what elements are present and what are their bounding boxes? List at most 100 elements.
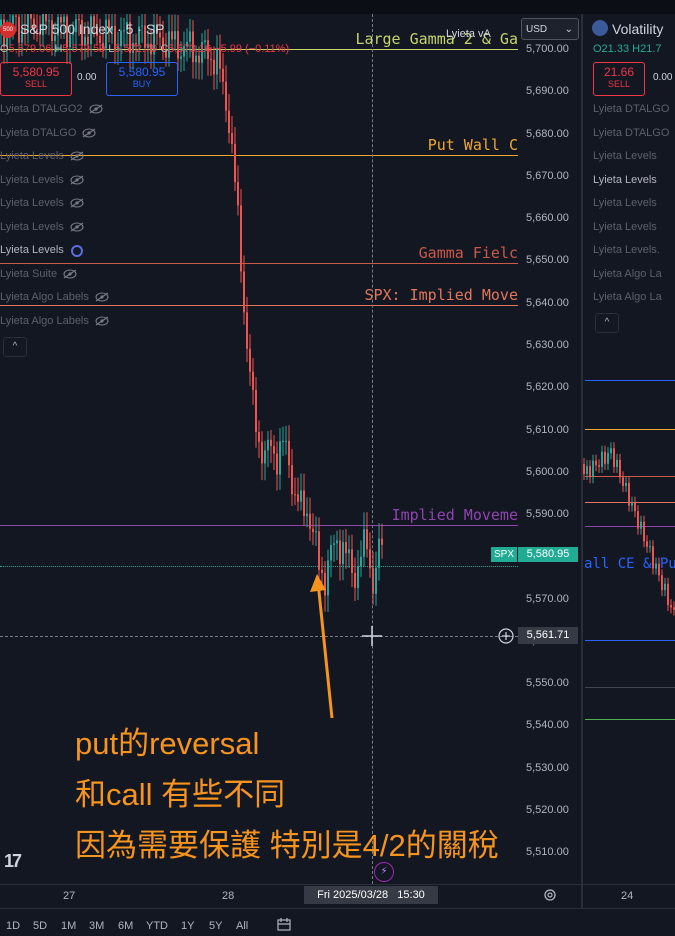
- vix-indicator-item[interactable]: Lyieta Levels: [593, 173, 657, 186]
- eye-off-icon[interactable]: [70, 198, 84, 208]
- buy-button[interactable]: 5,580.95 BUY: [106, 62, 178, 96]
- vix-chart-pane[interactable]: [583, 14, 675, 908]
- indicator-gear-icon[interactable]: [70, 245, 84, 258]
- vix-indicator-item[interactable]: Lyieta Levels: [593, 197, 657, 209]
- indicator-item[interactable]: Lyieta Algo Labels: [0, 291, 109, 303]
- candle-body: [156, 24, 158, 33]
- range-button-1m[interactable]: 1M: [61, 920, 77, 932]
- indicator-item[interactable]: Lyieta Suite: [0, 268, 77, 280]
- candle-body: [141, 25, 143, 27]
- range-button-5d[interactable]: 5D: [33, 920, 48, 932]
- candle-body: [123, 30, 125, 32]
- candle-body: [240, 205, 242, 272]
- range-button-all[interactable]: All: [236, 920, 249, 932]
- vix-indicator-item[interactable]: Lyieta DTALGO: [593, 126, 670, 139]
- candle-body: [189, 31, 191, 42]
- candle-body: [351, 549, 353, 574]
- price-tick: 5,590.00: [526, 508, 569, 521]
- candle-body: [120, 30, 122, 47]
- level-label: Gamma Fielc: [418, 243, 518, 262]
- candle-body: [300, 490, 302, 502]
- vix-level-line: [585, 380, 675, 381]
- collapse-indicators-button[interactable]: ^: [3, 337, 27, 357]
- range-button-5y[interactable]: 5Y: [209, 920, 223, 932]
- indicator-item[interactable]: Lyieta Levels: [0, 244, 84, 258]
- candle-body: [186, 41, 188, 47]
- sell-button[interactable]: 5,580.95 SELL: [0, 62, 72, 96]
- vix-candle-body: [631, 502, 633, 506]
- eye-off-icon[interactable]: [70, 175, 84, 185]
- candle-body: [54, 35, 56, 41]
- eye-off-icon[interactable]: [82, 128, 96, 138]
- add-alert-icon[interactable]: [497, 627, 515, 645]
- vix-candle-body: [628, 482, 630, 506]
- candle-body: [63, 16, 65, 23]
- eye-off-icon[interactable]: [95, 316, 109, 326]
- gear-icon[interactable]: [542, 887, 558, 903]
- vix-indicator-item[interactable]: Lyieta Levels: [593, 150, 657, 162]
- candle-body: [66, 16, 68, 48]
- candle-body: [42, 14, 44, 36]
- level-label: Implied Moveme: [391, 505, 518, 524]
- range-button-1d[interactable]: 1D: [6, 920, 21, 932]
- eye-off-icon[interactable]: [70, 151, 84, 161]
- candle-body: [21, 28, 23, 43]
- eye-off-icon[interactable]: [95, 292, 109, 302]
- candle-body: [36, 31, 38, 33]
- price-axis[interactable]: [518, 14, 581, 884]
- range-button-ytd[interactable]: YTD: [146, 920, 168, 932]
- range-button-3m[interactable]: 3M: [89, 920, 105, 932]
- vix-indicator-item[interactable]: Lyieta Levels.: [593, 244, 660, 256]
- tradingview-logo: 17: [4, 851, 22, 871]
- candle-body: [201, 42, 203, 63]
- indicator-item[interactable]: Lyieta Algo Labels: [0, 315, 109, 327]
- candle-body: [234, 143, 236, 183]
- eye-off-icon[interactable]: [88, 104, 103, 114]
- vix-chart-title[interactable]: Volatility: [612, 21, 664, 37]
- candle-body: [168, 31, 170, 58]
- vix-sell-button[interactable]: 21.66 SELL: [593, 62, 645, 96]
- candle-body: [213, 59, 215, 75]
- candle-body: [147, 43, 149, 48]
- indicator-item[interactable]: Lyieta DTALGO2: [0, 103, 103, 115]
- time-tick: 27: [63, 890, 76, 902]
- lightning-icon[interactable]: ⚡: [374, 862, 394, 882]
- indicator-name: Lyieta Suite: [0, 267, 58, 280]
- vix-indicator-item[interactable]: Lyieta Levels: [593, 220, 657, 233]
- level-line: [0, 49, 518, 50]
- chart-title[interactable]: S&P 500 Index · 5 · SP: [20, 21, 165, 37]
- indicator-item[interactable]: Lyieta Levels: [0, 197, 84, 209]
- range-button-6m[interactable]: 6M: [118, 920, 134, 932]
- vix-indicator-item[interactable]: Lyieta Algo La: [593, 267, 662, 280]
- candle-body: [333, 543, 335, 546]
- candle-body: [309, 513, 311, 529]
- indicator-name: Lyieta Algo Labels: [0, 314, 89, 327]
- time-axis[interactable]: [0, 884, 581, 909]
- range-button-1y[interactable]: 1Y: [181, 920, 195, 932]
- calendar-icon[interactable]: [277, 917, 291, 931]
- indicator-item[interactable]: Lyieta Levels: [0, 150, 84, 162]
- vix-indicator-item[interactable]: Lyieta DTALGO: [593, 103, 670, 115]
- indicator-item[interactable]: Lyieta Levels: [0, 174, 84, 186]
- candle-body: [0, 19, 2, 28]
- vix-collapse-button[interactable]: ^: [595, 313, 619, 333]
- currency-select[interactable]: USD ⌄: [521, 18, 579, 40]
- candle-body: [180, 56, 182, 59]
- vix-indicator-item[interactable]: Lyieta Algo La: [593, 291, 662, 303]
- indicator-item[interactable]: Lyieta Levels: [0, 221, 84, 233]
- vix-candle-body: [667, 583, 669, 606]
- candle-body: [99, 35, 101, 43]
- spx-price-tag-label: SPX: [491, 547, 518, 562]
- vix-candle-body: [610, 448, 612, 454]
- candle-body: [126, 22, 128, 31]
- eye-off-icon[interactable]: [63, 269, 77, 279]
- candle-body: [90, 16, 92, 45]
- indicator-item[interactable]: Lyieta DTALGO: [0, 127, 96, 139]
- indicator-tag: Lyieta vA: [446, 28, 491, 40]
- eye-off-icon[interactable]: [70, 222, 84, 232]
- candle-body: [39, 32, 41, 36]
- level-line: [0, 262, 518, 264]
- candle-body: [378, 538, 380, 568]
- candle-body: [30, 14, 32, 19]
- annotation-arrow: [310, 574, 334, 719]
